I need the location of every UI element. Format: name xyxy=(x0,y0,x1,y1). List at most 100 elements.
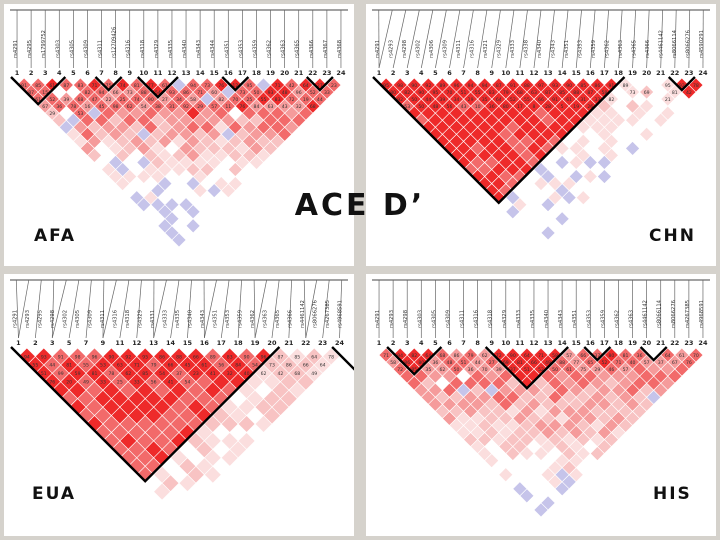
ld-cell-value: 19 xyxy=(303,97,309,103)
ld-cell-value: 8 xyxy=(532,104,535,110)
ld-cell-value: 58 xyxy=(552,353,558,359)
ld-cell-value: 66 xyxy=(193,354,199,360)
ld-cell-value: 99 xyxy=(58,371,64,377)
ld-cell-value: 80 xyxy=(608,353,614,359)
ld-heatmap: 95 98 90 92 89 96 94 94 87 91 88 97 93 90 85 86 91 89 95 92… xyxy=(378,77,704,248)
marker-index-label: 22 xyxy=(301,339,310,347)
marker-connector xyxy=(18,279,30,339)
ld-cell-value: 39 xyxy=(496,367,502,373)
marker-name-label: rs4309 xyxy=(87,310,93,328)
marker-name-label: rs4329 xyxy=(496,40,502,58)
ld-cell-value: 62 xyxy=(261,371,267,377)
ld-cell-value: 66 xyxy=(168,363,174,369)
ld-cell-value: 29 xyxy=(49,111,55,117)
marker-connector xyxy=(254,279,267,339)
ld-cell-value: 44 xyxy=(425,97,431,103)
marker-name-label: rs4351 xyxy=(224,40,230,58)
ld-cell-value: 91 xyxy=(21,83,27,89)
ld-cell-value: 68 xyxy=(439,353,445,359)
ld-cell-value: 38 xyxy=(155,104,161,110)
marker-connector xyxy=(674,9,677,69)
marker-index-label: 16 xyxy=(586,339,596,347)
ld-cell-value: 48 xyxy=(282,90,288,96)
population-label-chn: CHN xyxy=(649,226,696,246)
ld-cell-value: 94 xyxy=(190,83,196,89)
marker-index-label: 5 xyxy=(433,69,438,77)
ld-cell-value: 16 xyxy=(85,104,91,110)
ld-cell-value: 36 xyxy=(56,104,62,110)
ld-cell-value: 78 xyxy=(70,104,76,110)
ld-cell-value: 37 xyxy=(510,367,516,373)
marker-name-label: rs4340 xyxy=(188,310,194,328)
marker-index-label: 11 xyxy=(153,69,163,77)
ld-cell-value: 42 xyxy=(277,371,283,377)
ld-cell-value: 55 xyxy=(475,90,481,96)
ld-plot-his: rs4291 rs4293 rs4298 rs4303 rs4305 rs4309 rs43… xyxy=(372,279,710,518)
population-label-eua: EUA xyxy=(32,484,77,504)
marker-index-label: 12 xyxy=(529,339,538,347)
ld-cell-value: 95 xyxy=(665,83,671,89)
marker-index-label: 1 xyxy=(16,339,21,347)
marker-name-label: rs4363 xyxy=(281,40,287,58)
ld-cell-value: 88 xyxy=(176,354,182,360)
ld-cell-value: 87 xyxy=(277,354,283,360)
population-label-afa: AFA xyxy=(34,226,76,246)
ld-cell-value: 63 xyxy=(531,90,537,96)
ld-cell-value: 71 xyxy=(616,360,622,366)
marker-index-label: 20 xyxy=(280,69,290,77)
ld-cell-value: 68 xyxy=(310,104,316,110)
marker-name-label: rs4461142 xyxy=(643,300,649,328)
ld-cell-value: 31 xyxy=(169,104,175,110)
ld-cell-value: 71 xyxy=(92,83,98,89)
ld-cell-value: 49 xyxy=(545,360,551,366)
marker-name-label: rs4309 xyxy=(83,40,89,58)
ld-cell-value: 51 xyxy=(41,371,47,377)
marker-connector xyxy=(463,9,474,69)
panel-eua: rs4291 rs4293 rs4295 rs4298 rs4302 rs4305 rs43… xyxy=(4,274,354,536)
marker-name-label: rs4353 xyxy=(238,40,244,58)
marker-index-label: 9 xyxy=(489,69,494,77)
ld-cell-value: 61 xyxy=(566,97,572,103)
ld-cell-value: 35 xyxy=(425,367,431,373)
marker-connector xyxy=(187,279,192,339)
ld-cell-value: 23 xyxy=(193,371,199,377)
marker-name-label: rs4351 xyxy=(564,40,570,58)
ld-cell-value: 36 xyxy=(637,353,643,359)
haplotype-block-outline xyxy=(305,76,334,92)
ld-cell-value: 57 xyxy=(211,104,217,110)
marker-name-label: rs4461142 xyxy=(659,30,665,58)
ld-cell-value: 87 xyxy=(28,90,34,96)
marker-name-label: rs4318 xyxy=(125,310,131,328)
ld-cell-value: 11 xyxy=(225,104,231,110)
ld-cell-value: 76 xyxy=(239,104,245,110)
ld-cell-value: 90 xyxy=(510,353,516,359)
marker-index-label: 6 xyxy=(447,69,452,77)
ld-cell-value: 81 xyxy=(134,83,140,89)
marker-name-label: rs4359 xyxy=(252,40,258,58)
marker-name-label: rs4340 xyxy=(537,40,543,58)
marker-connector xyxy=(491,9,501,69)
ld-cell-value: 85 xyxy=(294,354,300,360)
ld-cell-value: 55 xyxy=(261,97,267,103)
ld-cell-value: 33 xyxy=(100,380,106,386)
ld-cell-value: 54 xyxy=(141,104,147,110)
ld-cell-value: 66 xyxy=(113,90,119,96)
ld-cell-value: 71 xyxy=(134,363,140,369)
ld-cell-value: 68 xyxy=(517,90,523,96)
marker-index-label: 20 xyxy=(642,69,652,77)
marker-name-label: rs8066276 xyxy=(686,30,692,58)
ld-cell-value: 56 xyxy=(218,363,224,369)
ld-cell-value: 74 xyxy=(134,97,140,103)
marker-name-label: rs4311 xyxy=(460,310,466,328)
marker-connector xyxy=(339,279,343,339)
marker-index-label: 24 xyxy=(336,69,346,77)
haplotype-block-outline xyxy=(386,346,443,376)
ld-cell-value: 68 xyxy=(294,371,300,377)
haplotype-block-outline xyxy=(94,76,123,92)
marker-name-label: rs4316 xyxy=(112,310,118,328)
haplotype-block-outline xyxy=(667,76,696,92)
marker-name-label: rs4351 xyxy=(213,310,219,328)
marker-index-label: 9 xyxy=(489,339,494,347)
ld-cell-value: 40 xyxy=(244,371,250,377)
ld-cell-value: 58 xyxy=(390,360,396,366)
